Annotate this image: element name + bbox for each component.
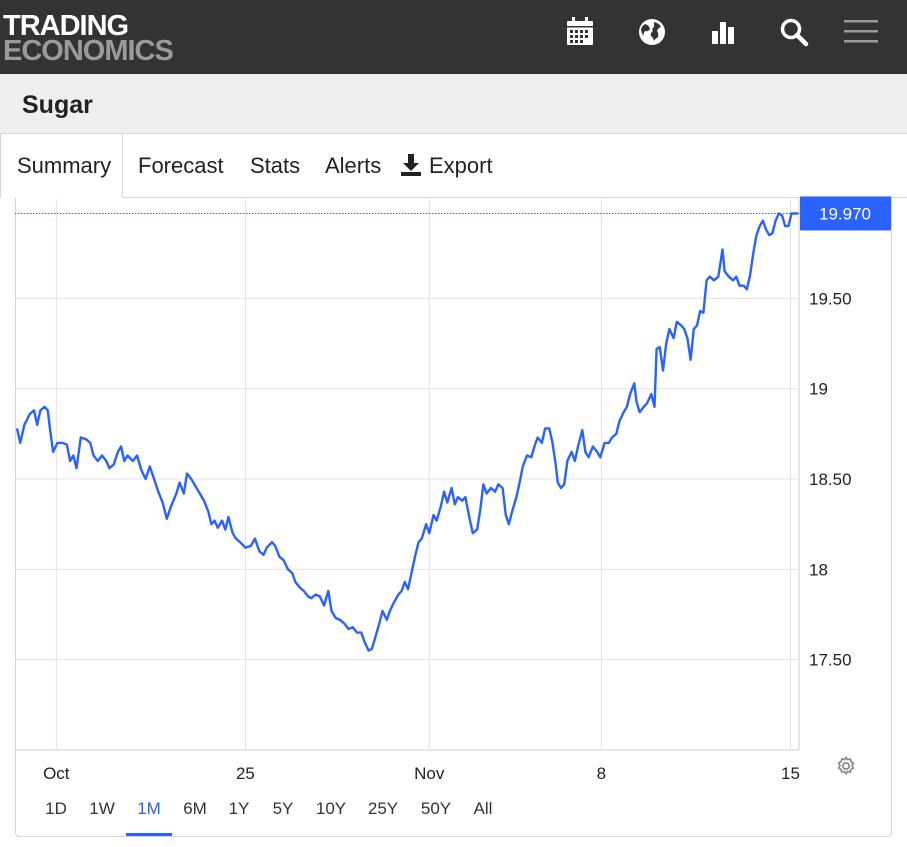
range-1w[interactable]: 1W <box>89 799 115 818</box>
logo-line-2: ECONOMICS <box>3 35 174 67</box>
last-price-indicator: 19.970 <box>15 196 891 231</box>
range-1d[interactable]: 1D <box>45 799 67 818</box>
y-tick-label: 18 <box>809 560 828 579</box>
menu-icon[interactable] <box>842 14 880 50</box>
tab-alerts-label: Alerts <box>325 153 382 178</box>
sugar-price-line <box>15 212 798 652</box>
range-10y[interactable]: 10Y <box>315 799 347 818</box>
y-tick-label: 17.50 <box>809 651 852 670</box>
tab-stats[interactable]: Stats <box>250 134 300 198</box>
globe-icon[interactable] <box>634 14 670 50</box>
last-price-label: 19.970 <box>819 204 871 223</box>
tab-summary-label: Summary <box>17 153 112 178</box>
calendar-icon[interactable] <box>562 14 598 50</box>
tab-export[interactable]: Export <box>400 134 493 198</box>
tab-forecast-label: Forecast <box>138 153 224 178</box>
logo-line-1: TRADING <box>3 10 129 42</box>
y-tick-label: 19.50 <box>809 289 852 308</box>
y-tick-label: 19 <box>809 380 828 399</box>
bar-chart-icon[interactable] <box>705 14 741 50</box>
tab-alerts[interactable]: Alerts <box>325 134 381 198</box>
x-tick-label: Nov <box>414 764 445 783</box>
x-tick-label: 15 <box>781 764 800 783</box>
x-tick-label: 25 <box>236 764 255 783</box>
tab-summary[interactable]: Summary <box>0 134 123 198</box>
x-axis-ticks: Oct 25 Nov 8 15 <box>43 764 800 783</box>
y-tick-label: 18.50 <box>809 470 852 489</box>
tab-export-label: Export <box>429 153 493 178</box>
tab-forecast[interactable]: Forecast <box>138 134 224 198</box>
title-bar: Sugar <box>0 74 907 134</box>
search-icon[interactable] <box>776 14 812 50</box>
tab-bar: Summary Forecast Stats Alerts Export <box>0 134 907 198</box>
range-5y[interactable]: 5Y <box>272 799 294 818</box>
range-1y[interactable]: 1Y <box>228 799 250 818</box>
x-tick-label: Oct <box>43 764 70 783</box>
trading-economics-logo[interactable]: TRADING ECONOMICS <box>3 10 174 67</box>
top-navigation-bar: TRADING ECONOMICS <box>0 0 907 74</box>
range-6m[interactable]: 6M <box>183 799 207 818</box>
chart-grid <box>15 199 800 751</box>
range-50y[interactable]: 50Y <box>420 799 452 818</box>
download-icon <box>401 154 421 176</box>
range-all[interactable]: All <box>473 799 493 818</box>
page-title: Sugar <box>22 91 93 119</box>
x-tick-label: 8 <box>597 764 606 783</box>
last-price-tag <box>800 196 891 231</box>
range-25y[interactable]: 25Y <box>367 799 399 818</box>
y-axis-ticks: 19.50 19 18.50 18 17.50 <box>809 289 852 669</box>
range-1m[interactable]: 1M <box>126 790 172 836</box>
gear-icon[interactable] <box>835 755 857 777</box>
tab-stats-label: Stats <box>250 153 301 178</box>
chart-container <box>15 198 892 837</box>
